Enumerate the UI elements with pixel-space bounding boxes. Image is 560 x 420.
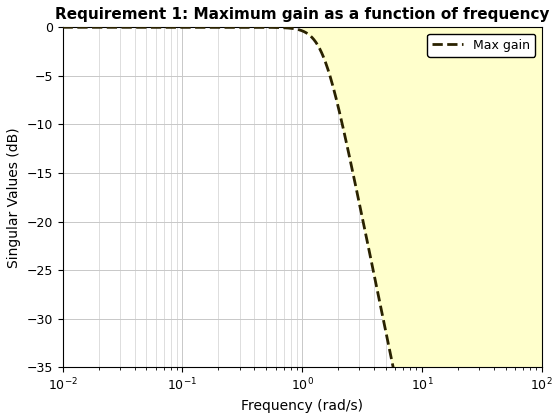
Title: Requirement 1: Maximum gain as a function of frequency: Requirement 1: Maximum gain as a functio… — [55, 7, 549, 22]
Line: Max gain: Max gain — [63, 27, 542, 420]
Y-axis label: Singular Values (dB): Singular Values (dB) — [7, 127, 21, 268]
Legend: Max gain: Max gain — [427, 34, 535, 57]
Max gain — [59, 25, 66, 30]
Max gain — [270, 25, 277, 30]
Max gain — [388, 357, 395, 362]
Max gain — [108, 25, 115, 30]
Max gain — [253, 25, 260, 30]
X-axis label: Frequency (rad/s): Frequency (rad/s) — [241, 399, 363, 413]
